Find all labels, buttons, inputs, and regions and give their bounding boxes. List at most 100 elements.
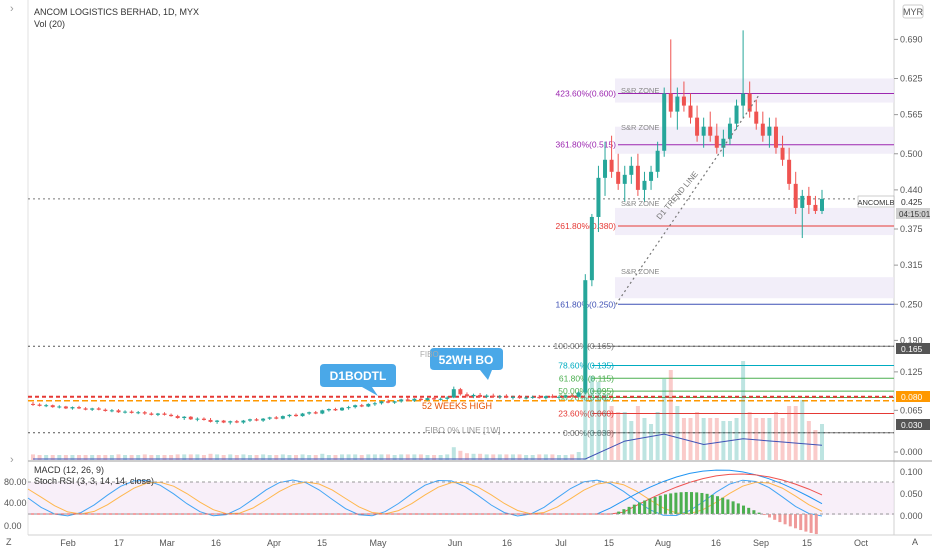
candle-body xyxy=(557,396,561,398)
candle-body xyxy=(103,409,108,411)
x-tick-label: Oct xyxy=(854,538,869,548)
candle-body xyxy=(806,195,811,205)
volume-bar xyxy=(629,421,634,460)
volume-bar xyxy=(77,455,82,460)
candle-body xyxy=(754,111,759,124)
volume-bar xyxy=(576,452,581,460)
candle-body xyxy=(773,126,778,148)
volume-bar xyxy=(155,455,160,460)
collapse-arrow-icon[interactable]: › xyxy=(10,3,14,15)
macd-histogram-bar xyxy=(809,514,813,533)
volume-bar xyxy=(228,454,233,460)
tag-0030-text: 0.030 xyxy=(901,420,923,430)
candle-body xyxy=(162,413,167,415)
candle-body xyxy=(267,417,272,419)
x-tick-label: 15 xyxy=(604,538,614,548)
candle-body xyxy=(37,404,42,406)
symbol-title: ANCOM LOGISTICS BERHAD, 1D, MYX xyxy=(34,7,199,17)
volume-bar xyxy=(596,382,601,460)
candle-body xyxy=(445,397,450,399)
candle-body xyxy=(464,394,469,397)
callout-52wh: 52WH BO xyxy=(430,348,503,380)
volume-bar xyxy=(524,455,529,460)
volume-bar xyxy=(484,454,489,460)
volume-bar xyxy=(642,418,647,460)
candle-body xyxy=(662,93,667,151)
volume-bar xyxy=(589,376,594,460)
zoom-button[interactable]: Z xyxy=(6,537,12,547)
candle-body xyxy=(741,93,746,106)
collapse-arrow-icon-lower[interactable]: › xyxy=(10,454,14,466)
candle-body xyxy=(471,394,476,397)
volume-bar xyxy=(793,406,798,460)
volume-bar xyxy=(359,455,364,460)
candle-body xyxy=(405,399,410,401)
candle-body xyxy=(280,416,285,419)
candle-body xyxy=(793,183,798,208)
volume-bar xyxy=(570,454,575,460)
volume-bar xyxy=(405,454,410,460)
volume-bar xyxy=(583,350,588,460)
volume-bar xyxy=(662,379,667,460)
volume-bar xyxy=(517,454,522,460)
macd-histogram-bar xyxy=(664,494,667,514)
volume-bar xyxy=(754,418,759,460)
volume-label: Vol (20) xyxy=(34,19,65,29)
macd-histogram-bar xyxy=(638,502,641,514)
volume-bar xyxy=(372,454,377,460)
fib-level-label: 361.80%(0.515) xyxy=(556,140,617,150)
volume-bar xyxy=(635,406,640,460)
candles xyxy=(31,30,824,425)
volume-bar xyxy=(464,453,469,460)
candle-body xyxy=(734,105,739,124)
volume-bar xyxy=(504,454,509,460)
candle-body xyxy=(787,159,792,184)
candle-body xyxy=(603,159,608,178)
volume-bar xyxy=(701,418,706,460)
fibo-short-label: FIBO xyxy=(420,350,439,359)
volume-bar xyxy=(557,455,561,460)
y-tick-label: 0.565 xyxy=(900,110,923,120)
x-tick-label: 15 xyxy=(317,538,327,548)
currency-badge[interactable] xyxy=(902,4,924,19)
volume-bar xyxy=(109,455,114,460)
candle-body xyxy=(543,396,548,399)
candle-body xyxy=(169,414,174,417)
volume-bar xyxy=(432,455,437,460)
x-tick-label: May xyxy=(369,538,387,548)
volume-bar xyxy=(616,412,621,460)
candle-body xyxy=(320,410,325,414)
x-tick-label: Jun xyxy=(448,538,463,548)
candle-body xyxy=(800,195,805,208)
candle-body xyxy=(274,417,279,419)
volume-bar xyxy=(379,454,384,460)
candle-body xyxy=(583,280,588,393)
candle-body xyxy=(340,407,345,411)
candle-body xyxy=(313,412,318,414)
macd-histogram-bar xyxy=(799,514,803,531)
sr-zone xyxy=(615,126,894,154)
volume-bar xyxy=(675,406,680,460)
auto-scale-button[interactable]: A xyxy=(912,537,918,547)
volume-bar xyxy=(294,455,298,460)
tag-0165-text: 0.165 xyxy=(901,344,923,354)
volume-bar xyxy=(267,455,272,460)
volume-bar xyxy=(142,454,147,460)
fib-level-label: 261.80%(0.380) xyxy=(556,221,617,231)
volume-bar xyxy=(57,455,62,460)
candle-body xyxy=(629,165,634,175)
volume-bar xyxy=(333,455,338,460)
candle-body xyxy=(524,397,529,399)
volume-bar xyxy=(418,454,423,460)
stoch-band xyxy=(28,482,894,515)
candle-body xyxy=(195,418,200,420)
fib-level-label: 23.60%(0.060) xyxy=(558,409,614,419)
candle-body xyxy=(635,165,640,190)
candle-body xyxy=(215,420,220,422)
volume-bar xyxy=(668,370,673,460)
y-tick-label: 0.500 xyxy=(900,149,923,159)
volume-bar xyxy=(425,455,430,460)
macd-histogram-bar xyxy=(757,512,761,514)
